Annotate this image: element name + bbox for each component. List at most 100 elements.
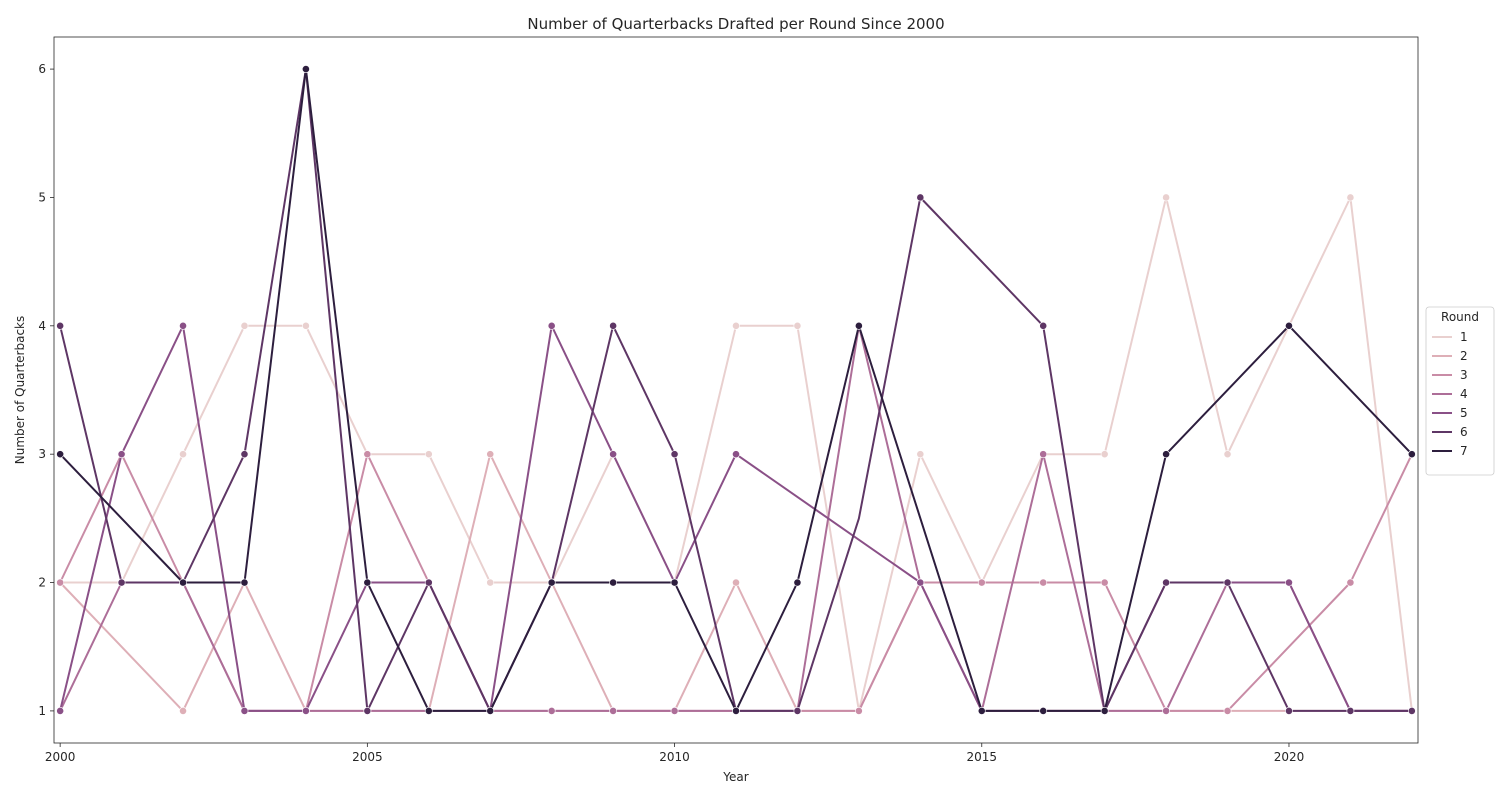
data-point bbox=[793, 578, 802, 587]
series-line-round-4 bbox=[59, 324, 1412, 712]
x-tick-label: 2020 bbox=[1274, 750, 1305, 764]
x-tick-label: 2010 bbox=[659, 750, 690, 764]
data-point bbox=[732, 578, 740, 587]
data-point bbox=[1223, 450, 1232, 459]
legend-label-round-1: 1 bbox=[1460, 330, 1468, 344]
data-point bbox=[670, 707, 679, 715]
data-point bbox=[732, 707, 740, 715]
series-round-7 bbox=[56, 65, 1416, 715]
y-tick-label: 5 bbox=[38, 190, 46, 204]
data-point bbox=[302, 707, 310, 715]
data-point bbox=[1285, 707, 1293, 715]
data-point bbox=[732, 450, 740, 459]
legend-label-round-5: 5 bbox=[1460, 406, 1468, 420]
data-point bbox=[793, 707, 802, 715]
data-point bbox=[670, 578, 679, 587]
data-point bbox=[977, 707, 986, 715]
data-point bbox=[1223, 578, 1232, 587]
data-point bbox=[977, 578, 986, 587]
data-point bbox=[1407, 707, 1416, 715]
data-point bbox=[240, 321, 249, 330]
data-point bbox=[609, 707, 618, 715]
data-point bbox=[56, 321, 65, 330]
y-tick-label: 6 bbox=[38, 62, 46, 76]
data-point bbox=[1285, 578, 1293, 587]
legend: Round 1 2 3 4 5 6 7 bbox=[1425, 306, 1495, 476]
data-point bbox=[1162, 193, 1170, 202]
data-point bbox=[179, 707, 187, 715]
y-tick-label: 1 bbox=[38, 704, 46, 718]
data-point bbox=[486, 450, 495, 459]
chart-title: Number of Quarterbacks Drafted per Round… bbox=[527, 15, 944, 33]
series-layer bbox=[56, 65, 1416, 715]
data-point bbox=[486, 707, 495, 715]
series-round-5 bbox=[56, 321, 1416, 715]
data-point bbox=[1346, 578, 1355, 587]
y-axis: 1 2 3 4 5 6 bbox=[38, 62, 54, 718]
legend-label-round-6: 6 bbox=[1460, 425, 1468, 439]
data-point bbox=[117, 578, 126, 587]
data-point bbox=[609, 578, 618, 587]
data-point bbox=[424, 707, 433, 715]
legend-label-round-4: 4 bbox=[1460, 387, 1468, 401]
y-tick-label: 3 bbox=[38, 447, 46, 461]
plot-frame bbox=[53, 36, 1419, 744]
data-point bbox=[732, 321, 740, 330]
data-point bbox=[1039, 450, 1048, 459]
x-tick-label: 2005 bbox=[352, 750, 383, 764]
data-point bbox=[793, 321, 802, 330]
data-point bbox=[424, 450, 433, 459]
data-point bbox=[1162, 450, 1170, 459]
data-point bbox=[1100, 450, 1109, 459]
data-point bbox=[179, 578, 187, 587]
legend-label-round-7: 7 bbox=[1460, 444, 1468, 458]
data-point bbox=[363, 707, 372, 715]
data-point bbox=[56, 450, 65, 459]
data-point bbox=[302, 321, 310, 330]
data-point bbox=[1162, 707, 1170, 715]
data-point bbox=[916, 450, 925, 459]
data-point bbox=[916, 578, 925, 587]
data-point bbox=[363, 578, 372, 587]
data-point bbox=[240, 707, 249, 715]
data-point bbox=[547, 321, 556, 330]
data-point bbox=[854, 707, 863, 715]
data-point bbox=[56, 707, 65, 715]
data-point bbox=[916, 193, 925, 202]
data-point bbox=[1223, 707, 1232, 715]
data-point bbox=[609, 450, 618, 459]
data-point bbox=[609, 321, 618, 330]
x-axis-title: Year bbox=[722, 770, 748, 784]
data-point bbox=[670, 450, 679, 459]
data-point bbox=[1100, 578, 1109, 587]
series-line-round-5 bbox=[59, 324, 1412, 712]
data-point bbox=[1346, 707, 1355, 715]
y-axis-title: Number of Quarterbacks bbox=[13, 316, 27, 465]
data-point bbox=[117, 450, 126, 459]
legend-label-round-2: 2 bbox=[1460, 349, 1468, 363]
data-point bbox=[1285, 321, 1293, 330]
x-tick-label: 2015 bbox=[966, 750, 997, 764]
data-point bbox=[1039, 321, 1048, 330]
x-tick-label: 2000 bbox=[45, 750, 76, 764]
data-point bbox=[1100, 707, 1109, 715]
series-line-round-7 bbox=[59, 68, 1413, 712]
data-point bbox=[240, 450, 249, 459]
data-point bbox=[56, 578, 65, 587]
data-point bbox=[547, 578, 556, 587]
data-point bbox=[1039, 707, 1048, 715]
legend-label-round-3: 3 bbox=[1460, 368, 1468, 382]
legend-title: Round bbox=[1441, 310, 1479, 324]
data-point bbox=[1346, 193, 1355, 202]
data-point bbox=[363, 450, 372, 459]
data-point bbox=[547, 707, 556, 715]
data-point bbox=[854, 321, 863, 330]
x-axis: 2000 2005 2010 2015 2020 bbox=[45, 743, 1304, 764]
data-point bbox=[1162, 578, 1170, 587]
data-point bbox=[1039, 578, 1048, 587]
data-point bbox=[486, 578, 495, 587]
y-tick-label: 2 bbox=[38, 576, 46, 590]
y-tick-label: 4 bbox=[38, 319, 46, 333]
data-point bbox=[1407, 450, 1416, 459]
